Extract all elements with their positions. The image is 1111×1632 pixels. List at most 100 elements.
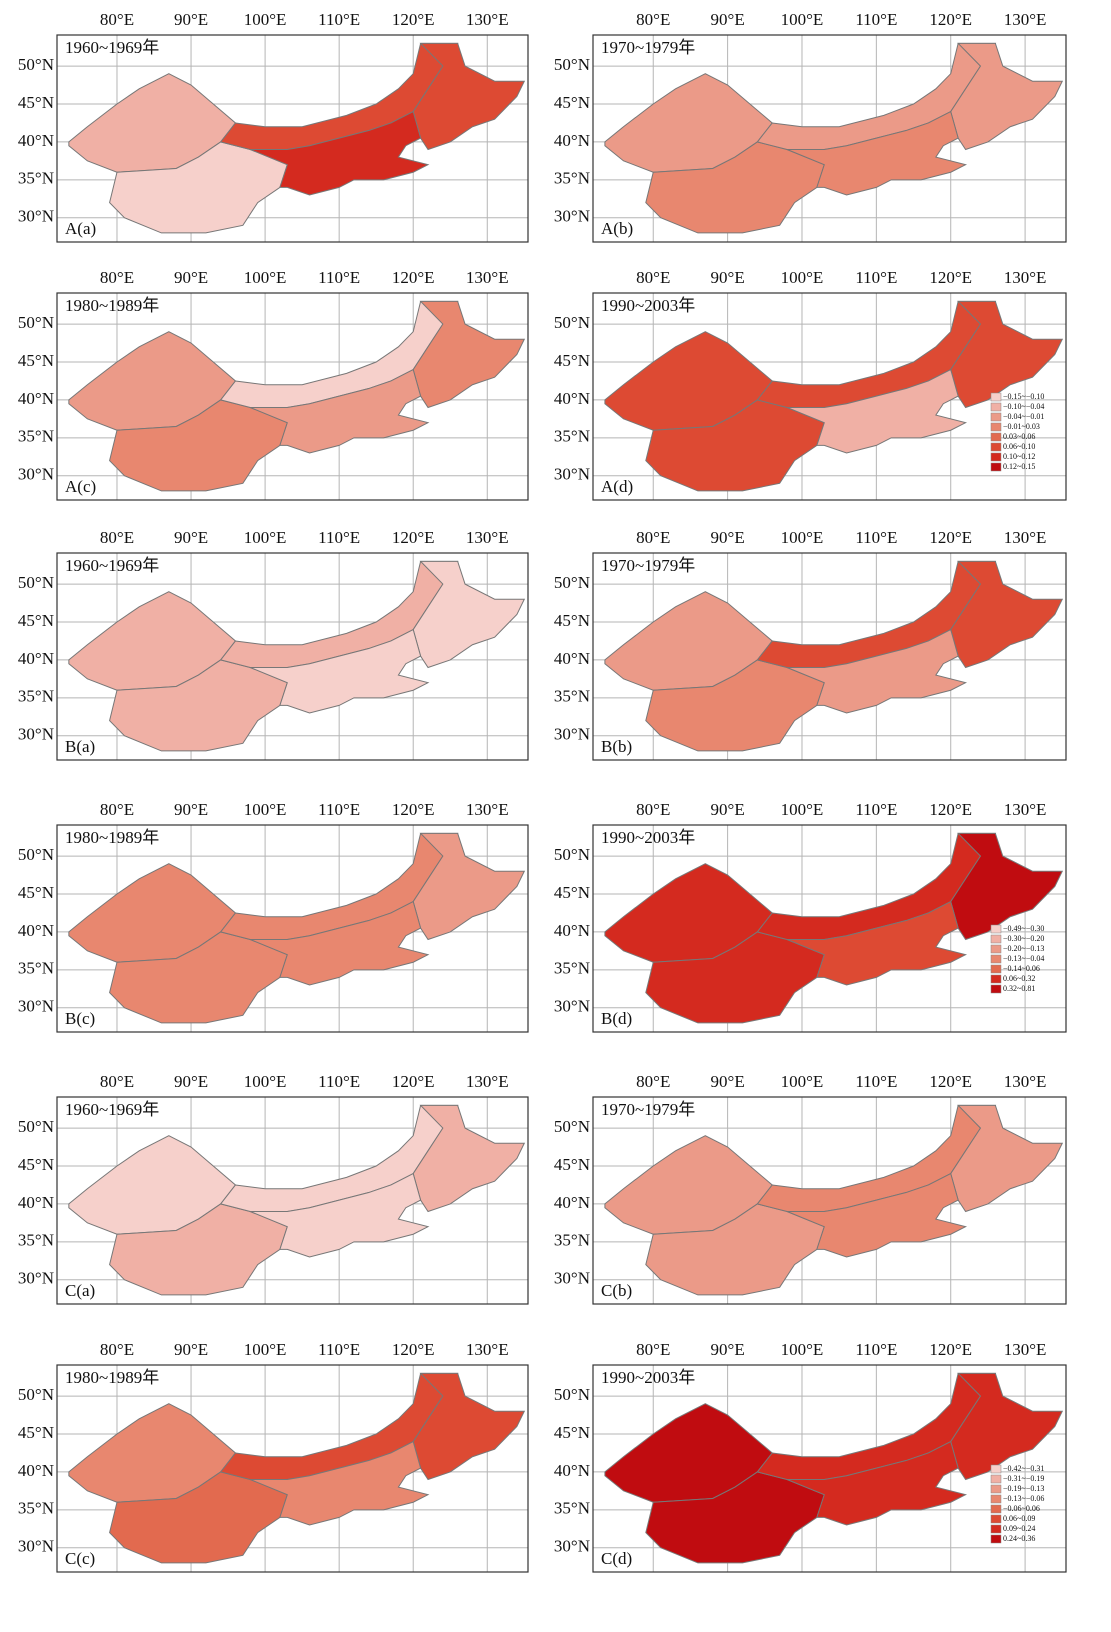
lat-label: 40°N xyxy=(18,131,54,150)
legend-swatch xyxy=(991,453,1001,461)
lon-label: 130°E xyxy=(466,528,509,547)
lat-label: 30°N xyxy=(554,207,590,226)
map-area xyxy=(57,35,528,242)
lon-label: 100°E xyxy=(781,268,824,287)
lon-label: 110°E xyxy=(318,528,360,547)
legend-label: −0.14~0.06 xyxy=(1003,964,1040,973)
map-area xyxy=(57,553,528,760)
lat-label: 40°N xyxy=(554,389,590,408)
map-area xyxy=(593,553,1066,760)
lat-label: 40°N xyxy=(554,1461,590,1480)
legend-swatch xyxy=(991,1485,1001,1493)
lat-label: 30°N xyxy=(18,997,54,1016)
legend-label: −0.01~0.03 xyxy=(1003,422,1040,431)
lon-label: 80°E xyxy=(636,1340,670,1359)
lon-label: 100°E xyxy=(244,10,287,29)
lon-label: 90°E xyxy=(174,528,208,547)
lat-label: 30°N xyxy=(18,207,54,226)
lon-label: 80°E xyxy=(100,1340,134,1359)
lon-label: 100°E xyxy=(244,528,287,547)
lat-label: 40°N xyxy=(18,1461,54,1480)
lat-label: 50°N xyxy=(18,1117,54,1136)
lat-label: 35°N xyxy=(554,1499,590,1518)
map-panel: 80°E90°E100°E110°E120°E130°E50°N45°N40°N… xyxy=(18,800,528,1032)
panel-label: A(d) xyxy=(601,477,633,496)
lat-label: 40°N xyxy=(18,649,54,668)
lat-label: 45°N xyxy=(554,93,590,112)
lat-label: 45°N xyxy=(554,1423,590,1442)
lat-label: 50°N xyxy=(554,55,590,74)
lat-label: 45°N xyxy=(554,1155,590,1174)
legend-label: −0.49~−0.30 xyxy=(1003,924,1044,933)
lat-label: 35°N xyxy=(18,427,54,446)
period-title: 1960~1969年 xyxy=(65,1100,159,1119)
map-panel: 80°E90°E100°E110°E120°E130°E50°N45°N40°N… xyxy=(18,1340,528,1572)
legend-label: 0.06~0.09 xyxy=(1003,1514,1035,1523)
legend-swatch xyxy=(991,1465,1001,1473)
lon-label: 100°E xyxy=(781,1340,824,1359)
lon-label: 100°E xyxy=(244,800,287,819)
lat-label: 30°N xyxy=(18,725,54,744)
lat-label: 35°N xyxy=(554,687,590,706)
lat-label: 50°N xyxy=(18,55,54,74)
lon-label: 110°E xyxy=(855,528,897,547)
lon-label: 130°E xyxy=(466,10,509,29)
lat-label: 45°N xyxy=(554,351,590,370)
map-panel: 80°E90°E100°E110°E120°E130°E50°N45°N40°N… xyxy=(554,10,1066,242)
lon-label: 100°E xyxy=(244,1072,287,1091)
lon-label: 110°E xyxy=(318,10,360,29)
map-area xyxy=(57,293,528,500)
lon-label: 80°E xyxy=(636,1072,670,1091)
map-panel: 80°E90°E100°E110°E120°E130°E50°N45°N40°N… xyxy=(554,800,1066,1032)
legend-swatch xyxy=(991,1505,1001,1513)
lat-label: 30°N xyxy=(554,997,590,1016)
legend-label: −0.30~−0.20 xyxy=(1003,934,1044,943)
lon-label: 80°E xyxy=(636,800,670,819)
legend-label: −0.42~−0.31 xyxy=(1003,1464,1044,1473)
lon-label: 110°E xyxy=(318,800,360,819)
legend-swatch xyxy=(991,403,1001,411)
map-area xyxy=(57,1097,528,1304)
lat-label: 30°N xyxy=(554,1537,590,1556)
lon-label: 110°E xyxy=(855,800,897,819)
panel-label: C(b) xyxy=(601,1281,632,1300)
legend-swatch xyxy=(991,1495,1001,1503)
lat-label: 35°N xyxy=(554,427,590,446)
lat-label: 50°N xyxy=(18,1385,54,1404)
lon-label: 110°E xyxy=(318,1340,360,1359)
lat-label: 45°N xyxy=(18,1155,54,1174)
legend-label: −0.04~−0.01 xyxy=(1003,412,1044,421)
lon-label: 100°E xyxy=(781,1072,824,1091)
lat-label: 40°N xyxy=(18,389,54,408)
lon-label: 130°E xyxy=(1004,10,1047,29)
lat-label: 50°N xyxy=(554,573,590,592)
lat-label: 30°N xyxy=(554,1269,590,1288)
lon-label: 90°E xyxy=(711,268,745,287)
map-area xyxy=(57,825,528,1032)
lon-label: 110°E xyxy=(855,1072,897,1091)
lon-label: 90°E xyxy=(174,1072,208,1091)
map-area xyxy=(593,1097,1066,1304)
lon-label: 90°E xyxy=(174,1340,208,1359)
lon-label: 90°E xyxy=(711,800,745,819)
legend-swatch xyxy=(991,955,1001,963)
legend-label: −0.10~−0.04 xyxy=(1003,402,1044,411)
lat-label: 50°N xyxy=(18,845,54,864)
panel-label: C(a) xyxy=(65,1281,95,1300)
legend-label: 0.09~0.24 xyxy=(1003,1524,1035,1533)
legend-swatch xyxy=(991,965,1001,973)
lat-label: 35°N xyxy=(18,959,54,978)
map-area xyxy=(593,35,1066,242)
map-panel: 80°E90°E100°E110°E120°E130°E50°N45°N40°N… xyxy=(18,268,528,500)
lat-label: 40°N xyxy=(18,921,54,940)
lon-label: 100°E xyxy=(781,10,824,29)
lon-label: 120°E xyxy=(929,1072,972,1091)
lon-label: 100°E xyxy=(781,528,824,547)
lat-label: 45°N xyxy=(18,611,54,630)
period-title: 1990~2003年 xyxy=(601,1368,695,1387)
lon-label: 80°E xyxy=(636,528,670,547)
panel-label: B(a) xyxy=(65,737,95,756)
legend-label: 0.24~0.36 xyxy=(1003,1534,1035,1543)
